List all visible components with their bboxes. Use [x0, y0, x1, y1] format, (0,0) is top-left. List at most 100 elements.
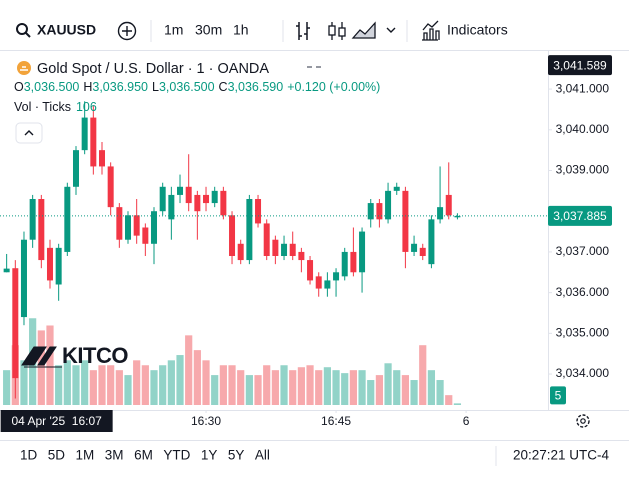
volume-bar: [410, 380, 418, 405]
candle-body: [29, 199, 36, 240]
interval-button[interactable]: 1m: [164, 22, 183, 38]
volume-bar: [297, 367, 305, 405]
compare-button[interactable]: [117, 21, 137, 41]
range-button[interactable]: 1D: [20, 448, 38, 463]
indicators-button[interactable]: Indicators: [447, 22, 508, 38]
candle-body: [229, 215, 236, 256]
range-button[interactable]: 1Y: [201, 448, 218, 463]
candle-body: [237, 243, 244, 261]
crosshair-price-tag: [548, 55, 612, 76]
candle-body: [411, 243, 418, 252]
volume-bar: [271, 370, 279, 405]
candle-body: [116, 207, 123, 240]
volume-value: 106: [76, 100, 97, 114]
volume-bar: [202, 360, 210, 405]
plot-area: [0, 101, 548, 405]
candle-body: [168, 194, 175, 220]
candle-body: [38, 199, 45, 261]
candle-body: [142, 227, 149, 244]
volume-bar: [375, 375, 383, 405]
interval-button[interactable]: 30m: [195, 22, 222, 38]
volume-bar: [55, 365, 63, 405]
search-icon[interactable]: [16, 23, 28, 35]
ohlc-value: 3,036.950: [92, 80, 148, 94]
y-tick-label: 3,039.000: [556, 163, 610, 177]
compare-icon: [122, 26, 132, 36]
candle-body: [12, 268, 19, 379]
settings-button[interactable]: [576, 414, 590, 428]
candle-body: [402, 190, 409, 252]
watermark-text: KITCO: [62, 343, 128, 368]
volume-bar: [219, 365, 227, 405]
candle-body: [281, 243, 288, 256]
volume-bar: [306, 365, 314, 405]
volume-bar: [176, 355, 184, 405]
candle-body: [272, 239, 279, 256]
volume-bar: [341, 373, 349, 405]
range-bar: 1D 5D 1M 3M 6M YTD 1Y 5Y All: [20, 448, 270, 463]
ohlc-value: 3,036.500: [159, 80, 215, 94]
candle-body: [333, 272, 340, 281]
range-button[interactable]: 3M: [105, 448, 124, 463]
toolbar: XAUUSD 1m 30m 1h Indicators: [16, 20, 508, 42]
volume-bar: [349, 370, 357, 405]
candle-body: [350, 251, 357, 273]
symbol[interactable]: XAUUSD: [37, 22, 96, 38]
candle-body: [315, 276, 322, 289]
volume-bar: [89, 370, 97, 405]
watermark: KITCO: [21, 343, 129, 368]
bars-icon[interactable]: [296, 22, 310, 40]
volume-bar: [453, 403, 462, 405]
volume-bar: [98, 365, 106, 405]
candle-body: [263, 223, 270, 256]
range-button[interactable]: 5Y: [228, 448, 245, 463]
volume-bar: [427, 370, 436, 405]
candle-body: [99, 150, 106, 167]
candle-body: [307, 260, 314, 281]
volume-bar: [332, 370, 340, 405]
range-button[interactable]: 6M: [134, 448, 153, 463]
ohlc-letter: C: [219, 80, 228, 94]
candle-body: [393, 186, 400, 191]
area-icon[interactable]: [351, 21, 376, 39]
volume-bar: [115, 370, 123, 405]
interval-button[interactable]: 1h: [233, 22, 249, 38]
candle-body: [437, 207, 444, 220]
candle-body: [64, 186, 71, 252]
ohlc-letter: L: [152, 80, 159, 94]
candle-body: [419, 247, 426, 256]
volume-bar: [133, 360, 141, 405]
candle-body: [20, 239, 27, 318]
volume-bar: [315, 370, 323, 405]
candle-body: [359, 231, 366, 273]
range-button[interactable]: 5D: [48, 448, 66, 463]
volume-bar: [254, 375, 262, 405]
volume-bar: [46, 325, 54, 405]
volume-bar: [63, 360, 71, 405]
volume-bar: [193, 350, 201, 405]
range-button[interactable]: YTD: [163, 448, 190, 463]
crosshair-time-label: 04 Apr '25 16:07: [11, 414, 102, 428]
range-button[interactable]: All: [255, 448, 270, 463]
volume-bar: [237, 370, 245, 405]
candle-body: [90, 117, 97, 167]
volume-bar: [263, 365, 271, 405]
candle-body: [107, 166, 114, 208]
collapse-icon: [24, 130, 34, 136]
volume-bar: [289, 370, 297, 405]
candles-icon: [338, 27, 346, 37]
collapse-legend-button[interactable]: [15, 122, 43, 144]
volume-bar: [367, 380, 375, 405]
volume-bar: [358, 370, 366, 405]
candle-body: [159, 186, 166, 212]
volume-bar: [167, 360, 175, 405]
volume-tag: [550, 386, 566, 405]
chart-type-dropdown[interactable]: [386, 27, 396, 33]
watermark-logo: [21, 346, 62, 368]
indicators-icon[interactable]: [422, 20, 440, 41]
candle-body: [298, 251, 305, 261]
crosshair-price-label: 3,041.589: [553, 58, 607, 72]
range-button[interactable]: 1M: [76, 448, 95, 463]
last-price-label: 3,037.885: [553, 209, 607, 223]
